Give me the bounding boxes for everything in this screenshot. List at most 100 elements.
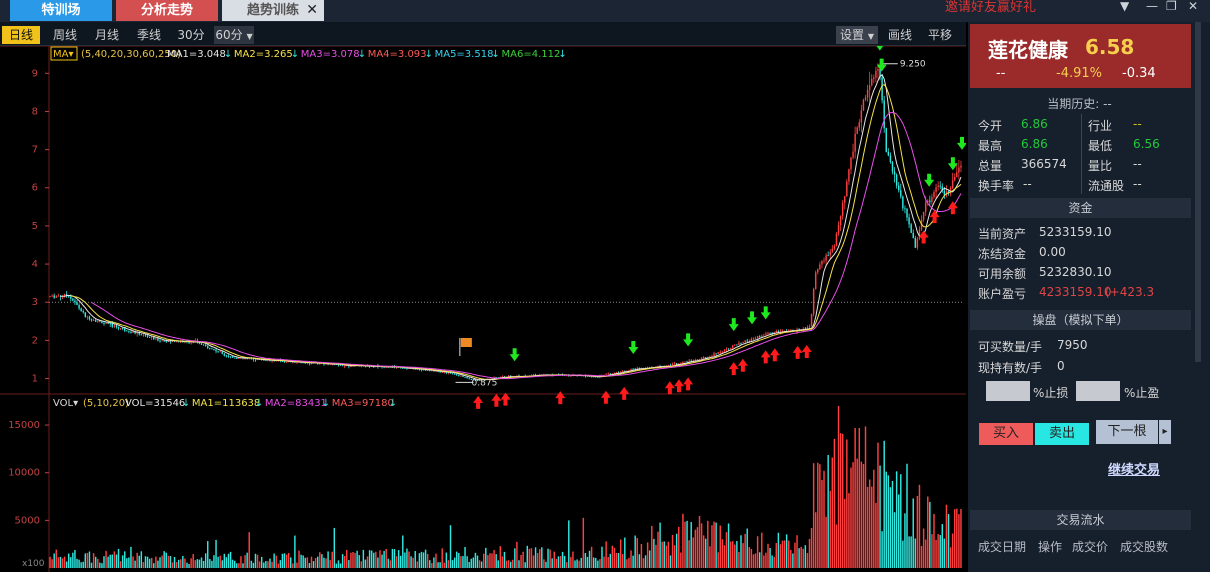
candle-body — [207, 346, 209, 348]
volume-bar — [727, 523, 730, 568]
available-value: 5232830.10 — [1039, 265, 1112, 279]
volume-bar — [601, 546, 603, 568]
candle-body — [119, 328, 122, 329]
candle-body — [308, 362, 311, 364]
ma-legend-item: MA6=4.112 — [502, 49, 561, 60]
buy-button[interactable]: 买入 — [979, 423, 1033, 445]
candle-body — [833, 245, 836, 249]
panel-scrollbar[interactable] — [1195, 22, 1201, 362]
settings-button[interactable]: 设置 ▼ — [836, 26, 878, 44]
close-tab-icon[interactable]: ✕ — [306, 2, 318, 18]
vol-legend-arrow-icon: ↓ — [322, 398, 330, 409]
close-window-icon[interactable]: ✕ — [1188, 0, 1199, 13]
period-tab-30min[interactable]: 30分 — [177, 28, 205, 42]
volume-bar — [489, 553, 491, 568]
next-bar-button[interactable]: 下一根 — [1096, 420, 1158, 444]
volume-bar — [204, 553, 207, 568]
period-tab-60min[interactable]: 60分 ▼ — [214, 26, 254, 44]
candle-body — [437, 371, 439, 373]
tab-analysis[interactable]: 分析走势 — [116, 0, 218, 21]
quote-divider — [1081, 114, 1082, 194]
volume-bar — [277, 563, 280, 568]
volume-bar — [285, 554, 288, 568]
candle-body — [200, 343, 203, 345]
volume-bar — [580, 557, 582, 568]
pan-button[interactable]: 平移 — [927, 28, 952, 42]
volume-bar — [397, 550, 400, 568]
stock-header: 莲花健康 6.58 -- -4.91% -0.34 — [970, 24, 1191, 88]
candle-body — [495, 377, 497, 379]
restore-icon[interactable]: ❐ — [1166, 0, 1177, 13]
candle-body — [588, 375, 591, 377]
volume-bar — [258, 561, 261, 568]
volume-bar — [539, 549, 541, 568]
volume-bar — [871, 486, 873, 568]
volume-bar — [273, 553, 275, 568]
candle-body — [285, 361, 288, 363]
volume-bar — [879, 465, 881, 568]
ma-selector-box — [50, 46, 78, 61]
candle-body — [769, 332, 771, 334]
draw-line-button[interactable]: 画线 — [887, 28, 912, 42]
volume-bar — [920, 545, 923, 568]
volume-bar — [221, 560, 223, 568]
volume-bar — [331, 551, 333, 568]
invite-banner[interactable]: 邀请好友赢好礼 — [945, 0, 1037, 15]
period-tab-month[interactable]: 月线 — [94, 28, 119, 42]
period-tab-quarter[interactable]: 季线 — [136, 28, 161, 42]
menu-icon[interactable]: ▼ — [1120, 0, 1130, 13]
tab-trend-training[interactable]: 趋势训练 ✕ — [222, 0, 324, 21]
vol-legend-arrow-icon: ↓ — [255, 398, 263, 409]
minimize-icon[interactable]: — — [1146, 0, 1158, 13]
volume-bar — [804, 545, 807, 568]
next-bar-arrow-icon[interactable]: ▸ — [1159, 420, 1171, 444]
volume-bar — [505, 560, 508, 568]
candle-body — [597, 376, 599, 378]
candle-body — [153, 336, 155, 340]
period-tab-day[interactable]: 日线 — [2, 26, 40, 44]
buy-signal-up-arrow — [947, 201, 958, 215]
ma-legend-arrow-icon: ↓ — [425, 49, 433, 60]
candle-body — [615, 372, 618, 374]
stop-loss-input[interactable] — [986, 381, 1030, 401]
candle-body — [713, 353, 715, 357]
volume-bar — [852, 462, 854, 568]
volume-bar — [138, 555, 140, 568]
volume-bar — [864, 426, 867, 568]
volume-bar — [319, 552, 321, 568]
candle-body — [115, 325, 118, 328]
volume-bar — [478, 560, 481, 568]
volume-bar — [360, 561, 363, 568]
candle-body — [675, 363, 678, 365]
volume-bar — [202, 560, 205, 568]
period-tab-week[interactable]: 周线 — [52, 28, 77, 42]
ma-legend-arrow-icon: ↓ — [358, 49, 366, 60]
buy-signal-up-arrow — [500, 392, 511, 406]
volume-bar — [694, 529, 697, 568]
kline-chart[interactable]: 1 2 3 4 5 6 7 8 9 5000 10000 15000 x100 9.250 0.875 MA▾… — [0, 46, 966, 572]
tab-special-training[interactable]: 特训场 — [10, 0, 112, 21]
kline-chart-svg[interactable]: 1 2 3 4 5 6 7 8 9 5000 10000 15000 x100 9.250 0.875 MA▾… — [0, 46, 966, 572]
continue-trading-link[interactable]: 继续交易 — [1108, 463, 1161, 478]
volume-bar — [846, 439, 848, 568]
volume-bar — [435, 553, 437, 568]
candle-body — [474, 380, 477, 381]
volume-bar — [339, 563, 342, 568]
volume-bar — [829, 490, 831, 568]
volume-bar — [173, 556, 176, 568]
candle-body — [88, 316, 91, 320]
volume-bar — [418, 553, 421, 568]
holding-value: 0 — [1057, 359, 1065, 373]
sell-button[interactable]: 卖出 — [1035, 423, 1089, 445]
candle-body — [256, 359, 259, 361]
vol-params: (5,10,20) — [83, 398, 129, 409]
candle-body — [734, 344, 736, 346]
volume-bar — [341, 554, 344, 568]
take-profit-input[interactable] — [1076, 381, 1120, 401]
candle-body — [821, 260, 823, 265]
candle-body — [729, 347, 732, 350]
volume-bar — [460, 556, 462, 568]
candle-body — [113, 325, 116, 327]
buy-signal-up-arrow — [619, 386, 630, 400]
volume-bar — [941, 524, 944, 568]
